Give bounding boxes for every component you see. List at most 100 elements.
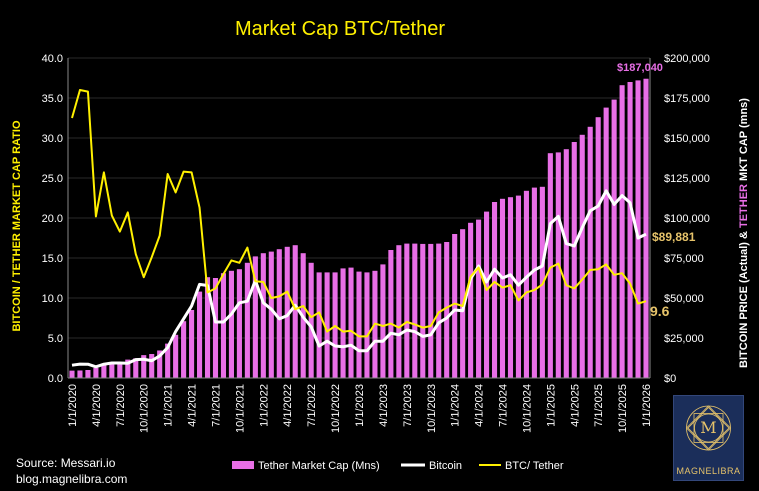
- x-tick-label: 4/1/2023: [378, 384, 390, 427]
- x-tick-label: 1/1/2021: [163, 384, 175, 427]
- tether-bar: [125, 359, 131, 378]
- tether-last-value: $187,040: [617, 62, 663, 74]
- tether-bar: [236, 269, 242, 378]
- tether-bar: [101, 364, 107, 378]
- legend-label-bitcoin: Bitcoin: [429, 460, 462, 472]
- tether-bar: [547, 153, 553, 378]
- tether-bar: [356, 271, 362, 378]
- tether-bar: [340, 268, 346, 378]
- magnelibra-logo: M MAGNELIBRA: [673, 395, 744, 481]
- logo-monogram: M: [700, 418, 717, 437]
- tether-bar: [436, 243, 442, 378]
- tether-bar: [220, 273, 227, 378]
- tether-bar: [635, 80, 641, 379]
- x-tick-label: 4/1/2024: [474, 384, 486, 427]
- x-tick-label: 1/1/2025: [545, 384, 557, 427]
- tether-bar: [444, 242, 450, 378]
- right-tick-label: $0: [664, 373, 676, 385]
- x-tick-label: 10/1/2022: [330, 384, 342, 433]
- tether-bar: [189, 310, 195, 378]
- footer-blog: blog.magnelibra.com: [16, 472, 128, 486]
- x-tick-label: 4/1/2022: [282, 384, 294, 427]
- right-tick-label: $75,000: [664, 253, 704, 265]
- left-tick-label: 5.0: [48, 333, 63, 345]
- tether-bar: [77, 370, 83, 378]
- tether-bar: [69, 370, 75, 378]
- tether-bar: [507, 197, 514, 378]
- left-axis-label: BITCOIN / TETHER MARKET CAP RATIO: [11, 120, 23, 331]
- x-tick-label: 10/1/2025: [617, 384, 629, 433]
- x-tick-label: 7/1/2023: [402, 384, 414, 427]
- legend-label-tether: Tether Market Cap (Mns): [258, 460, 380, 472]
- x-tick-label: 10/1/2024: [521, 384, 533, 433]
- right-axis-label: BITCOIN PRICE (Actual) & TETHER MKT CAP …: [738, 98, 750, 368]
- tether-bar: [484, 211, 490, 378]
- ratio-last-value: 9.6: [650, 303, 670, 319]
- x-axis-ticks: 1/1/2020 4/1/2020 7/1/2020 10/1/2020 1/1/202…: [67, 384, 653, 433]
- right-tick-label: $150,000: [664, 133, 710, 145]
- tether-bar: [141, 355, 147, 378]
- tether-bar: [523, 190, 529, 378]
- left-tick-label: 10.0: [42, 293, 63, 305]
- x-tick-label: 1/1/2020: [67, 384, 79, 427]
- left-tick-label: 25.0: [42, 173, 63, 185]
- footer-source: Source: Messari.io: [16, 456, 116, 470]
- legend: Tether Market Cap (Mns) Bitcoin BTC/ Tet…: [232, 460, 564, 472]
- btc-tether-ratio-line: [71, 89, 647, 338]
- legend-swatch-tether: [232, 461, 254, 469]
- right-axis-label-tether: TETHER: [738, 184, 750, 228]
- x-tick-label: 1/1/2026: [641, 384, 653, 427]
- tether-bar: [396, 245, 402, 378]
- x-tick-label: 7/1/2022: [306, 384, 318, 427]
- tether-bar: [579, 134, 585, 378]
- x-tick-label: 4/1/2025: [569, 384, 581, 427]
- tether-bar: [571, 142, 577, 378]
- tether-bar: [149, 354, 155, 378]
- tether-bar: [380, 264, 386, 378]
- right-tick-label: $25,000: [664, 333, 704, 345]
- logo-emblem-icon: [685, 405, 732, 451]
- tether-bar: [292, 245, 298, 378]
- tether-bar: [595, 117, 601, 378]
- tether-bar: [173, 334, 179, 378]
- axes: [67, 58, 651, 379]
- tether-bar: [117, 362, 123, 378]
- btc-last-value: $89,881: [652, 230, 696, 244]
- tether-bar: [324, 272, 330, 378]
- tether-bar: [404, 243, 410, 378]
- x-tick-label: 4/1/2020: [91, 384, 103, 427]
- x-tick-label: 1/1/2024: [450, 384, 462, 427]
- right-tick-label: $175,000: [664, 93, 710, 105]
- tether-bar: [196, 291, 203, 378]
- tether-bar: [468, 222, 474, 378]
- tether-bar: [284, 246, 290, 378]
- tether-bar: [619, 85, 625, 378]
- x-tick-label: 10/1/2023: [426, 384, 438, 433]
- tether-bar: [412, 243, 418, 378]
- tether-bar: [428, 243, 434, 378]
- x-tick-label: 7/1/2020: [115, 384, 127, 427]
- tether-bar: [491, 202, 498, 378]
- tether-bar: [165, 343, 171, 378]
- x-tick-label: 7/1/2024: [498, 384, 510, 427]
- tether-bar: [181, 321, 187, 378]
- bitcoin-line: [71, 189, 647, 369]
- tether-bar: [452, 234, 458, 378]
- tether-bar: [611, 99, 617, 378]
- tether-bar: [364, 272, 370, 378]
- tether-bar: [531, 187, 537, 378]
- x-tick-label: 10/1/2021: [234, 384, 246, 433]
- tether-bar: [348, 267, 354, 378]
- tether-bar: [643, 78, 649, 379]
- legend-label-ratio: BTC/ Tether: [505, 460, 564, 472]
- right-tick-label: $100,000: [664, 213, 710, 225]
- tether-bar: [563, 149, 569, 378]
- x-tick-label: 1/1/2023: [354, 384, 366, 427]
- left-tick-label: 35.0: [42, 93, 63, 105]
- logo-text: MAGNELIBRA: [676, 466, 741, 476]
- left-tick-label: 30.0: [42, 133, 63, 145]
- tether-bar: [308, 262, 314, 378]
- tether-bar: [109, 362, 115, 378]
- x-tick-label: 4/1/2021: [187, 384, 199, 427]
